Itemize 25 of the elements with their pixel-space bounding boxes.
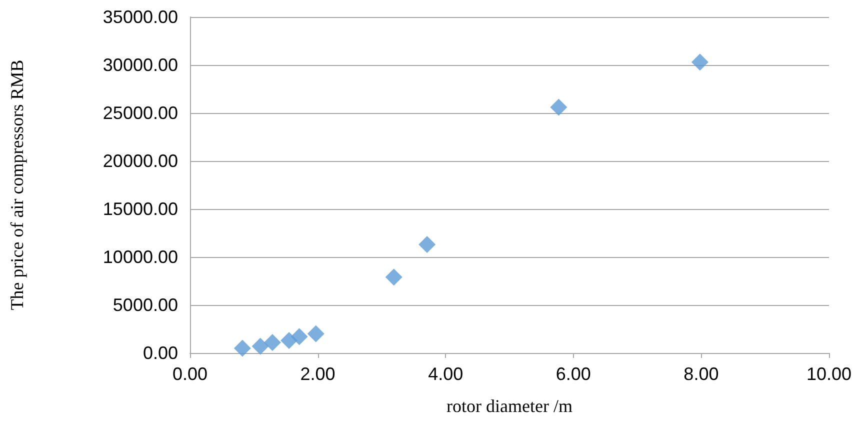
y-tick-label: 10000.00 [102, 247, 178, 267]
point [307, 325, 324, 342]
y-tick-label: 25000.00 [102, 103, 178, 123]
y-tick-label: 30000.00 [102, 55, 178, 75]
point [550, 98, 568, 116]
y-tick-label: 20000.00 [102, 151, 178, 171]
point [234, 340, 251, 357]
y-tick-label: 5000.00 [112, 295, 178, 315]
point [418, 236, 436, 254]
y-tick-label: 35000.00 [102, 7, 178, 27]
y-tick-label: 15000.00 [102, 199, 178, 219]
point [385, 268, 402, 286]
x-axis-title: rotor diameter /m [446, 396, 572, 416]
x-tick-label: 10.00 [806, 364, 852, 384]
y-axis-title: The price of air compressors RMB [7, 60, 27, 310]
point [252, 338, 269, 355]
y-tick-label: 0.00 [142, 343, 178, 363]
point [691, 54, 708, 71]
x-tick-label: 4.00 [428, 364, 464, 384]
x-tick-label: 2.00 [300, 364, 336, 384]
x-tick-label: 6.00 [556, 364, 591, 384]
point [264, 334, 281, 351]
x-tick-label: 8.00 [684, 364, 719, 384]
x-tick-label: 0.00 [172, 364, 208, 384]
point [290, 328, 308, 346]
